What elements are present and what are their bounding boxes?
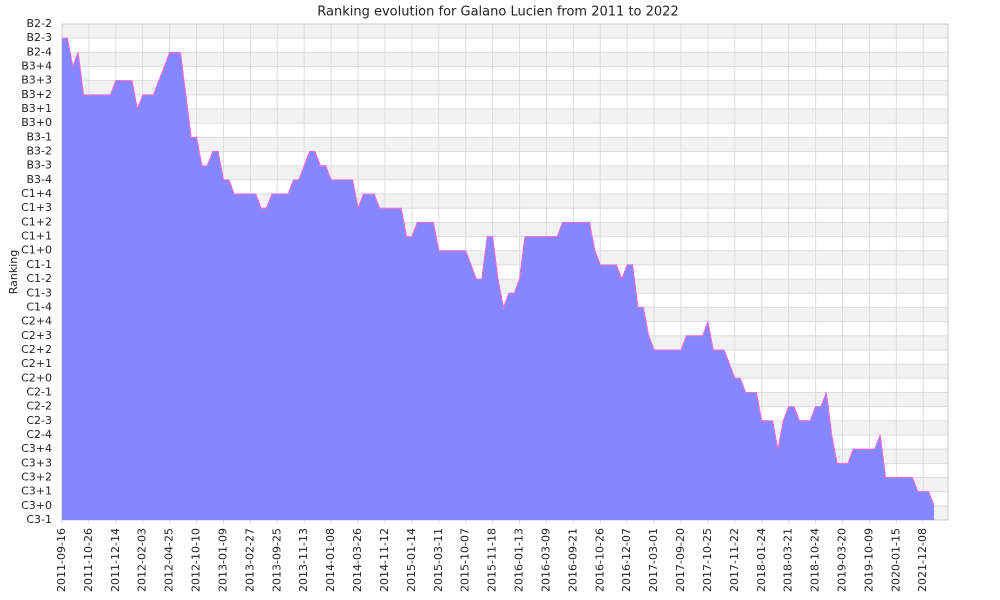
y-tick-label: B3+4 [21,60,52,73]
y-tick-label: C2+4 [21,315,52,328]
band [62,109,948,124]
x-tick-label: 2012-04-25 [163,528,176,592]
y-tick-label: C2+2 [21,343,52,356]
y-tick-label: C3+3 [21,456,52,469]
y-tick-label: C1+2 [21,215,52,228]
x-tick-label: 2017-11-22 [728,528,741,592]
y-tick-label: C1-1 [26,258,52,271]
y-tick-label: B3+1 [21,102,52,115]
x-tick-label: 2019-03-20 [835,528,848,592]
x-tick-label: 2016-01-13 [513,528,526,592]
y-tick-label: C1+1 [21,230,52,243]
y-tick-label: C2+3 [21,329,52,342]
x-tick-label: 2016-03-09 [539,528,552,592]
band [62,165,948,180]
x-tick-label: 2014-03-26 [351,528,364,592]
band [62,24,948,39]
x-tick-label: 2013-09-25 [270,528,283,592]
band [62,80,948,95]
y-tick-label: B2-4 [26,45,52,58]
x-tick-label: 2017-03-01 [647,528,660,592]
x-tick-label: 2014-01-08 [324,528,337,592]
x-tick-label: 2015-01-14 [405,528,418,592]
y-tick-label: C2-1 [26,385,52,398]
x-tick-label: 2020-01-15 [889,528,902,592]
y-tick-label: C2-2 [26,400,52,413]
x-tick-label: 2016-12-07 [620,528,633,592]
line [62,37,935,507]
band [62,52,948,67]
y-tick-label: C2+0 [21,371,52,384]
x-tick-label: 2018-03-21 [782,528,795,592]
x-tick-label: 2017-09-20 [674,528,687,592]
y-tick-label: C3+1 [21,485,52,498]
y-tick-label: C2-3 [26,414,52,427]
x-tick-label: 2014-11-12 [378,528,391,592]
x-tick-label: 2013-11-13 [297,528,310,592]
x-tick-label: 2011-10-26 [82,528,95,592]
y-tick-label: B3+0 [21,116,52,129]
x-tick-label: 2013-02-27 [243,528,256,592]
x-tick-label: 2012-02-03 [136,528,149,592]
y-tick-label: C1-3 [26,286,52,299]
x-tick-label: 2018-01-24 [755,528,768,592]
y-tick-label: C2+1 [21,357,52,370]
y-tick-label: B3+3 [21,74,52,87]
x-tick-label: 2018-10-24 [809,528,822,592]
x-tick-label: 2011-12-14 [109,528,122,592]
y-tick-label: C1+4 [21,187,52,200]
x-tick-label: 2015-03-11 [432,528,445,592]
band [62,137,948,152]
y-tick-label: C1-4 [26,300,52,313]
y-tick-label: B2-2 [26,17,52,30]
y-tick-label: B3+2 [21,88,52,101]
x-tick-label: 2017-10-25 [701,528,714,592]
x-tick-label: 2015-11-18 [486,528,499,592]
y-tick-label: C1+3 [21,201,52,214]
chart-title: Ranking evolution for Galano Lucien from… [317,5,678,20]
x-tick-label: 2015-10-07 [459,528,472,592]
y-tick-label: B3-4 [26,173,52,186]
x-tick-label: 2011-09-16 [55,528,68,592]
x-tick-label: 2016-09-21 [566,528,579,592]
y-tick-label: C1+0 [21,244,52,257]
y-tick-label: C2-4 [26,428,52,441]
y-tick-label: B3-3 [26,159,52,172]
y-tick-label: B3-2 [26,145,52,158]
x-tick-label: 2016-10-26 [593,528,606,592]
y-tick-label: C3+2 [21,470,52,483]
x-tick-label: 2019-10-09 [862,528,875,592]
y-tick-label: C3-1 [26,513,52,526]
y-tick-label: B2-3 [26,31,52,44]
x-tick-label: 2021-12-08 [916,528,929,592]
y-tick-label: C3+4 [21,442,52,455]
y-tick-label: C1-2 [26,272,52,285]
y-tick-label: C3+0 [21,499,52,512]
x-tick-label: 2013-01-09 [216,528,229,592]
y-axis-label: Ranking [7,250,20,295]
y-tick-label: B3-1 [26,130,52,143]
x-tick-label: 2012-10-10 [190,528,203,592]
